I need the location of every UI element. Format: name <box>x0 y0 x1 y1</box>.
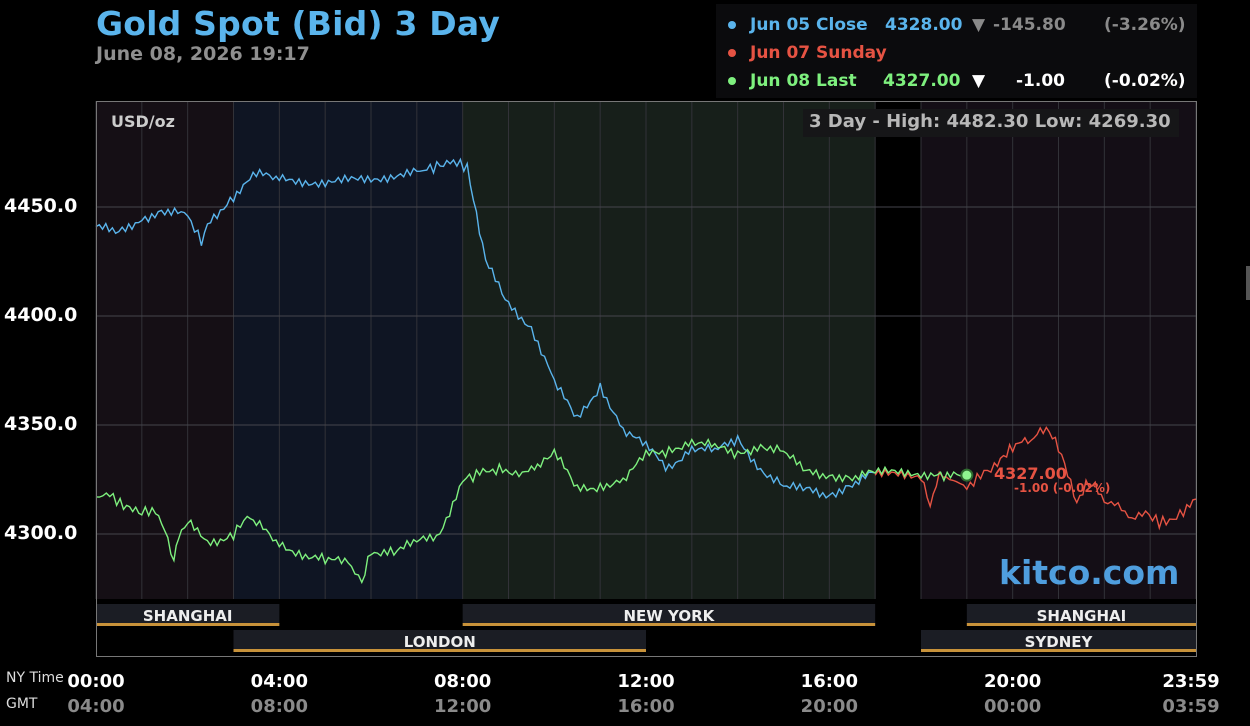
session-bar <box>462 623 876 626</box>
x-tick-label-ny: 23:59 <box>1162 671 1220 692</box>
x-tick-label-ny: 12:00 <box>617 671 675 692</box>
session-label: LONDON <box>403 633 476 651</box>
legend-change: -1.00 <box>1016 71 1065 91</box>
legend-box: Jun 05 Close 4328.00 ▼ -145.80 (-3.26%) … <box>716 4 1197 98</box>
session-label: NEW YORK <box>623 607 715 625</box>
ny-time-axis-label: NY Time <box>6 670 64 686</box>
down-arrow-icon: ▼ <box>972 15 986 35</box>
x-tick-label-ny: 20:00 <box>984 671 1042 692</box>
legend-pct: (-3.26%) <box>1104 15 1186 35</box>
legend-dot-icon <box>728 21 736 29</box>
x-tick-label-ny: 04:00 <box>250 671 308 692</box>
x-tick-label-gmt: 00:00 <box>984 696 1042 717</box>
scroll-handle[interactable] <box>1246 266 1250 300</box>
y-tick-label: 4400.0 <box>4 304 78 326</box>
gmt-axis-label: GMT <box>6 696 38 712</box>
last-change-label: -1.00 (-0.02%) <box>1014 481 1111 495</box>
plot-frame <box>96 101 1197 657</box>
session-bar <box>233 649 646 652</box>
session-bar <box>96 623 280 626</box>
unit-label: USD/oz <box>111 112 175 131</box>
session-band <box>233 101 463 599</box>
session-block <box>462 604 876 624</box>
last-price-label: 4327.00 <box>994 464 1067 483</box>
legend-row-jun05: Jun 05 Close 4328.00 ▼ -145.80 (-3.26%) <box>716 15 1197 43</box>
session-block <box>233 630 646 650</box>
kitco-logo[interactable]: kitco.com <box>999 553 1180 592</box>
legend-label: Jun 08 Last <box>750 71 857 91</box>
session-band <box>96 101 234 599</box>
x-tick-label-gmt: 12:00 <box>434 696 492 717</box>
session-bar <box>966 623 1196 626</box>
chart-title: Gold Spot (Bid) 3 Day <box>96 4 501 43</box>
down-arrow-icon: ▼ <box>972 71 986 91</box>
legend-label: Jun 05 Close <box>750 15 868 35</box>
legend-row-jun08: Jun 08 Last 4327.00 ▼ -1.00 (-0.02%) <box>716 71 1197 99</box>
legend-dot-icon <box>728 49 736 57</box>
legend-pct: (-0.02%) <box>1104 71 1186 91</box>
legend-label: Jun 07 Sunday <box>750 43 887 63</box>
x-tick-label-gmt: 04:00 <box>67 696 125 717</box>
x-tick-label-ny: 16:00 <box>800 671 858 692</box>
series-line <box>95 157 876 499</box>
legend-value: 4327.00 <box>883 71 961 91</box>
session-band <box>462 101 876 599</box>
session-label: SYDNEY <box>1024 633 1093 651</box>
session-block <box>96 604 280 624</box>
session-bar <box>921 649 1196 652</box>
legend-value: 4328.00 <box>885 15 963 35</box>
last-price-dot <box>962 470 972 480</box>
x-tick-label-gmt: 20:00 <box>800 696 858 717</box>
x-tick-label-ny: 08:00 <box>434 671 492 692</box>
legend-dot-icon <box>728 77 736 85</box>
session-label: SHANGHAI <box>142 607 233 625</box>
session-block <box>966 604 1196 624</box>
session-band <box>875 101 921 599</box>
series-line <box>874 426 1197 531</box>
session-block <box>921 630 1196 650</box>
x-tick-label-gmt: 03:59 <box>1162 696 1220 717</box>
legend-change: -145.80 <box>993 15 1066 35</box>
session-label: SHANGHAI <box>1036 607 1127 625</box>
x-tick-label-ny: 00:00 <box>67 671 125 692</box>
y-tick-label: 4450.0 <box>4 195 78 217</box>
legend-row-jun07: Jun 07 Sunday <box>716 43 1197 71</box>
series-line <box>95 437 968 585</box>
chart-timestamp: June 08, 2026 19:17 <box>96 43 310 65</box>
x-tick-label-gmt: 08:00 <box>250 696 308 717</box>
y-tick-label: 4300.0 <box>4 522 78 544</box>
y-tick-label: 4350.0 <box>4 413 78 435</box>
x-tick-label-gmt: 16:00 <box>617 696 675 717</box>
high-low-readout: 3 Day - High: 4482.30 Low: 4269.30 <box>803 109 1179 137</box>
